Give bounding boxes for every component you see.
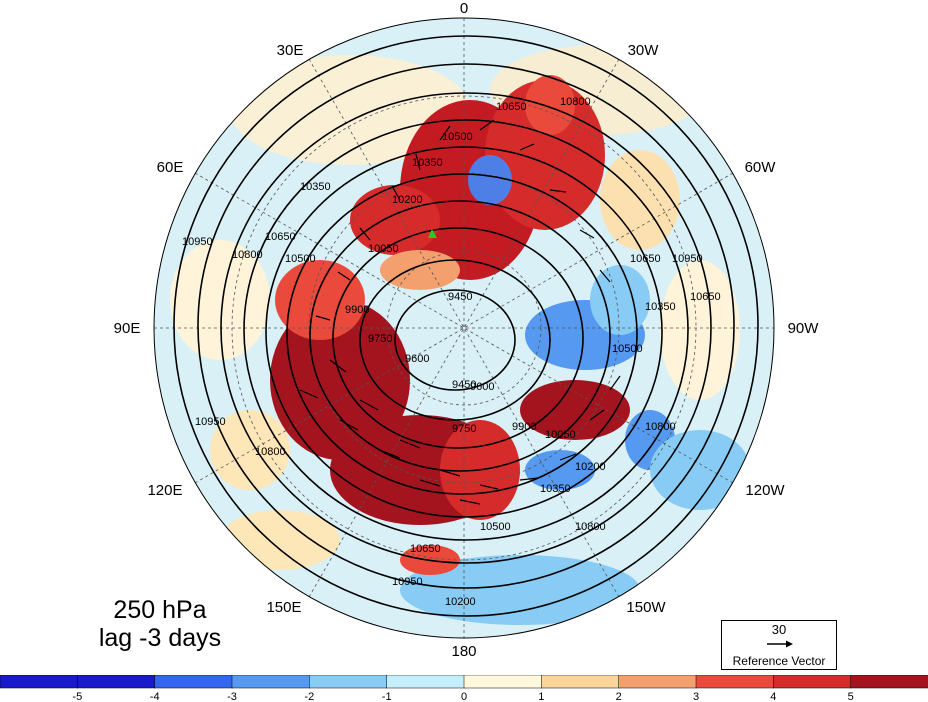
contour-label: 10950 xyxy=(195,416,226,428)
colorbar-tick-label: 3 xyxy=(693,691,699,702)
colorbar-box xyxy=(463,675,543,689)
colorbar-tick-label: -4 xyxy=(150,691,160,702)
contour-label: 10800 xyxy=(575,521,606,533)
colorbar-box xyxy=(77,675,156,689)
lon-label: 120E xyxy=(147,482,182,499)
contour-label: 9900 xyxy=(512,421,536,433)
longitude-labels: 0 30W 60W 90W 120W 150W 180 150E 120E 90… xyxy=(114,0,820,660)
lon-label: 180 xyxy=(451,643,476,660)
contour-label: 10800 xyxy=(645,421,676,433)
contour-label: 10950 xyxy=(392,576,423,588)
lon-label: 90W xyxy=(788,320,820,337)
map-border xyxy=(153,17,775,639)
wind-vectors xyxy=(299,119,621,505)
lon-label: 30W xyxy=(628,42,660,59)
contour-label: 10500 xyxy=(612,343,643,355)
contour-label: 9600 xyxy=(405,353,429,365)
lon-label: 60E xyxy=(157,159,184,176)
colorbar-tick-label: -5 xyxy=(72,691,82,702)
colorbar-ticks: -5 -4 -3 -2 -1 0 1 2 3 4 5 xyxy=(72,691,853,702)
colorbar-box xyxy=(154,675,233,689)
lon-label: 60W xyxy=(745,159,777,176)
colorbar-tick-label: 5 xyxy=(848,691,854,702)
contour-label: 10350 xyxy=(412,157,443,169)
contour-label: 9750 xyxy=(452,423,476,435)
contour-label: 9450 xyxy=(448,291,472,303)
map-disk xyxy=(154,18,774,638)
contour-label: 9600 xyxy=(470,381,494,393)
contour-label: 9450 xyxy=(452,379,476,391)
pressure-level-title: 250 hPa xyxy=(113,596,207,624)
lon-label: 150W xyxy=(626,599,666,616)
colorbar-tick-label: 1 xyxy=(538,691,544,702)
contour-label: 10500 xyxy=(442,131,473,143)
contour-label: 10200 xyxy=(575,461,606,473)
contour-label: 10050 xyxy=(368,243,399,255)
reference-vector-value: 30 xyxy=(771,622,787,637)
contour-label: 10050 xyxy=(545,429,576,441)
lon-label: 90E xyxy=(114,320,141,337)
colorbar-tick-label: 0 xyxy=(461,691,467,702)
contour-label: 9750 xyxy=(368,333,392,345)
contour-label: 9900 xyxy=(345,304,369,316)
graticule xyxy=(154,18,774,638)
colorbar-box xyxy=(231,675,311,689)
contour-label: 10500 xyxy=(480,521,511,533)
lon-label: 0 xyxy=(460,0,468,17)
contour-label: 10800 xyxy=(232,249,263,261)
reference-arrow-icon xyxy=(767,640,793,648)
lon-label: 120W xyxy=(745,482,785,499)
colorbar-tick-label: 2 xyxy=(616,691,622,702)
colorbar-boxes xyxy=(0,675,928,689)
anomaly-shading xyxy=(170,45,750,625)
colorbar-tick-label: 4 xyxy=(770,691,776,702)
reference-vector-label: Reference Vector xyxy=(732,654,826,668)
contour-label: 10350 xyxy=(300,181,331,193)
colorbar-tick-label: -2 xyxy=(304,691,314,702)
lon-label: 30E xyxy=(277,42,304,59)
colorbar-box xyxy=(850,675,928,689)
colorbar-box xyxy=(309,675,388,689)
reference-vector-box: 30 Reference Vector xyxy=(721,620,837,670)
contour-label: 10950 xyxy=(672,253,703,265)
lag-title: lag -3 days xyxy=(98,624,222,652)
contour-label: 10650 xyxy=(410,543,441,555)
colorbar-box xyxy=(773,675,852,689)
contour-labels: 10650 10800 10500 10350 10200 10050 9900… xyxy=(182,96,721,608)
colorbar-box xyxy=(695,675,775,689)
colorbar-box xyxy=(618,675,697,689)
colorbar-box xyxy=(0,675,79,689)
lon-label: 150E xyxy=(266,599,301,616)
contour-label: 10650 xyxy=(265,231,296,243)
contour-label: 10200 xyxy=(392,194,423,206)
geopotential-contours xyxy=(173,35,759,617)
contour-label: 10950 xyxy=(182,236,213,248)
colorbar-box xyxy=(541,675,620,689)
station-marker-icon xyxy=(428,229,437,238)
contour-label: 10350 xyxy=(645,301,676,313)
colorbar-box xyxy=(386,675,465,689)
contour-label: 10800 xyxy=(560,96,591,108)
colorbar-tick-label: -1 xyxy=(382,691,392,702)
contour-label: 10650 xyxy=(496,101,527,113)
colorbar: -5 -4 -3 -2 -1 0 1 2 3 4 5 xyxy=(0,675,928,702)
contour-label: 10350 xyxy=(540,483,571,495)
contour-label: 10200 xyxy=(445,596,476,608)
contour-label: 10800 xyxy=(255,446,286,458)
contour-label: 10650 xyxy=(690,291,721,303)
contour-label: 10500 xyxy=(285,253,316,265)
colorbar-tick-label: -3 xyxy=(227,691,237,702)
contour-label: 10650 xyxy=(630,253,661,265)
